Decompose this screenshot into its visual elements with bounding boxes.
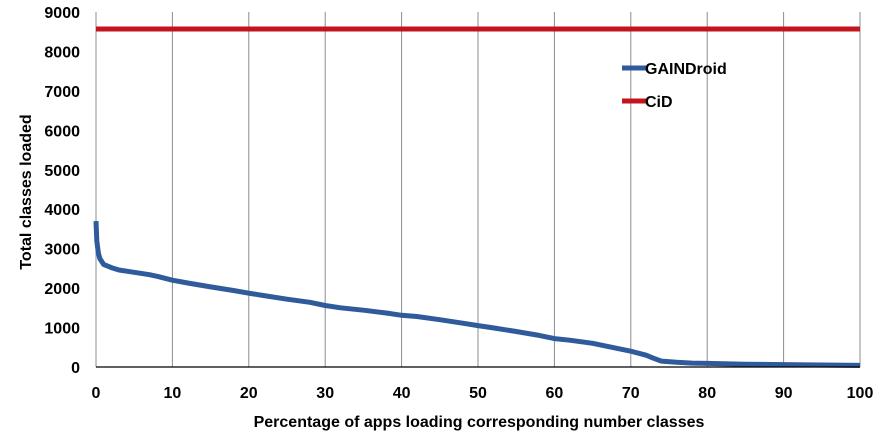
y-tick-label: 7000 — [44, 84, 80, 101]
y-axis-label: Total classes loaded — [18, 114, 35, 269]
y-tick-label: 5000 — [44, 163, 80, 180]
series-lines — [93, 26, 861, 368]
x-tick-label: 10 — [164, 385, 182, 402]
legend-label: CiD — [645, 94, 673, 111]
y-tick-label: 8000 — [44, 44, 80, 61]
x-tick-label: 50 — [469, 385, 487, 402]
x-tick-label: 100 — [847, 385, 874, 402]
y-tick-label: 4000 — [44, 202, 80, 219]
y-tick-labels: 0 1000 2000 3000 4000 5000 6000 7000 8000 9000 — [44, 5, 80, 377]
x-axis-label: Percentage of apps loading corresponding… — [254, 414, 705, 431]
y-tick-label: 2000 — [44, 281, 80, 298]
x-tick-label: 80 — [698, 385, 716, 402]
y-tick-label: 1000 — [44, 321, 80, 338]
x-tick-label: 20 — [240, 385, 258, 402]
x-tick-label: 90 — [775, 385, 793, 402]
x-tick-labels: 0 10 20 30 40 50 60 70 80 90 100 — [92, 385, 874, 402]
grid-lines — [95, 12, 861, 367]
x-tick-label: 0 — [92, 385, 101, 402]
y-tick-label: 0 — [71, 360, 80, 377]
legend: GAINDroid CiD — [622, 61, 727, 111]
y-tick-label: 6000 — [44, 123, 80, 140]
x-tick-label: 40 — [393, 385, 411, 402]
y-tick-label: 9000 — [44, 5, 80, 22]
x-tick-label: 60 — [546, 385, 564, 402]
x-tick-label: 70 — [622, 385, 640, 402]
x-tick-label: 30 — [316, 385, 334, 402]
y-tick-label: 3000 — [44, 242, 80, 259]
series-line-gaindroid — [93, 220, 861, 368]
legend-label: GAINDroid — [645, 61, 727, 78]
